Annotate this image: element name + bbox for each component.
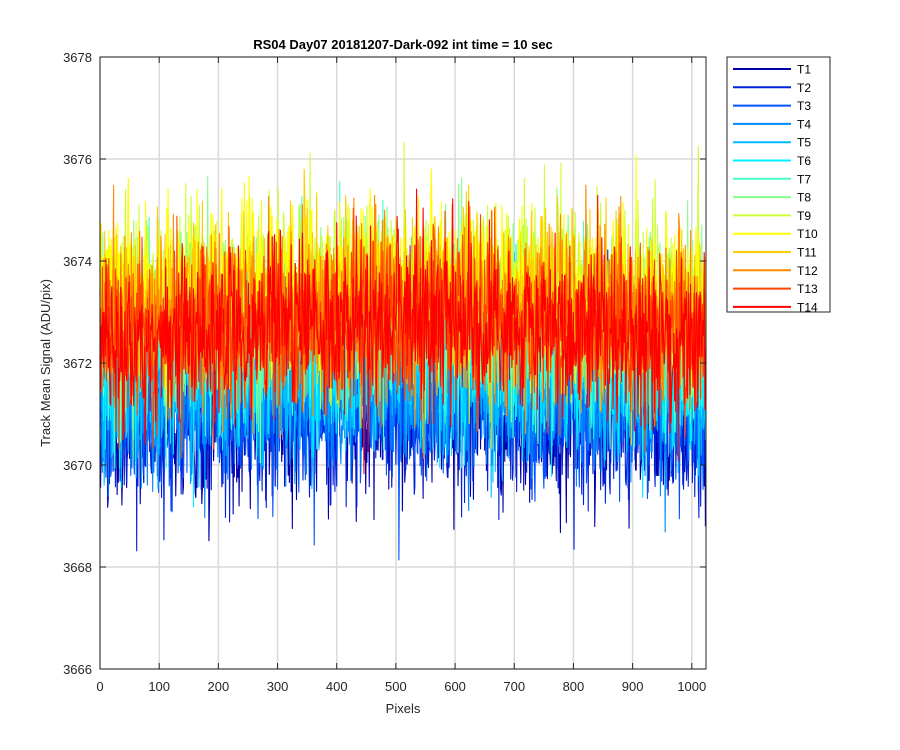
legend-label-t4: T4: [797, 117, 811, 131]
x-tick-label: 200: [208, 679, 230, 694]
y-tick-label: 3668: [63, 560, 92, 575]
x-tick-label: 800: [563, 679, 585, 694]
ticks: [99, 56, 706, 670]
legend-label-t6: T6: [797, 154, 811, 168]
chart-title: RS04 Day07 20181207-Dark-092 int time = …: [253, 37, 553, 52]
x-tick-label: 300: [267, 679, 289, 694]
x-tick-label: 100: [148, 679, 170, 694]
x-axis-label: Pixels: [386, 701, 421, 716]
legend-label-t5: T5: [797, 136, 811, 150]
legend-label-t8: T8: [797, 191, 811, 205]
legend: T1 T2 T3 T4 T5 T6 T7 T8 T9 T10 T11 T12 T13 T14: [726, 56, 831, 314]
x-tick-label: 600: [444, 679, 466, 694]
series-layer: [99, 141, 706, 561]
y-tick-label: 3676: [63, 152, 92, 167]
legend-label-t9: T9: [797, 209, 811, 223]
x-tick-label: 700: [503, 679, 525, 694]
y-axis-label: Track Mean Signal (ADU/pix): [38, 279, 53, 447]
legend-items: T1 T2 T3 T4 T5 T6 T7 T8 T9 T10 T11 T12 T13 T14: [733, 63, 818, 314]
y-tick-label: 3674: [63, 254, 92, 269]
legend-label-t3: T3: [797, 99, 811, 113]
legend-label-t14: T14: [797, 300, 818, 314]
x-tick-label: 0: [96, 679, 103, 694]
legend-label-t12: T12: [797, 264, 818, 278]
series-line-t14: [99, 188, 706, 475]
x-tick-label: 1000: [677, 679, 706, 694]
x-tick-label: 400: [326, 679, 348, 694]
legend-label-t1: T1: [797, 63, 811, 77]
tick-labels: 0 100 200 300 400 500 600 700 800 900 1000 3666 3668…: [63, 50, 706, 694]
y-tick-label: 3670: [63, 458, 92, 473]
legend-label-t11: T11: [797, 246, 817, 260]
x-tick-label: 900: [622, 679, 644, 694]
legend-label-t2: T2: [797, 81, 811, 95]
legend-label-t7: T7: [797, 172, 811, 186]
legend-label-t13: T13: [797, 282, 818, 296]
legend-label-t10: T10: [797, 227, 818, 241]
x-tick-label: 500: [385, 679, 407, 694]
y-tick-label: 3678: [63, 50, 92, 65]
y-tick-label: 3666: [63, 662, 92, 677]
y-tick-label: 3672: [63, 356, 92, 371]
